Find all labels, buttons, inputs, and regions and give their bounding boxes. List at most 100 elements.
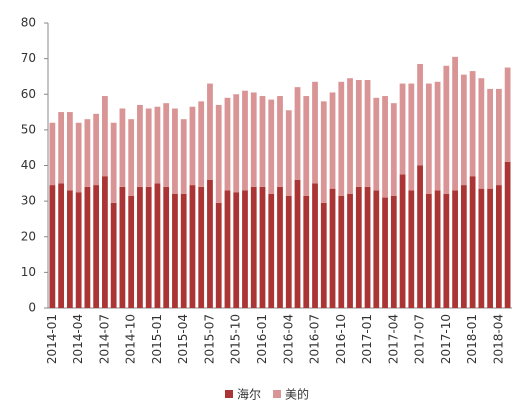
x-tick-label: 2016-10 [334, 314, 348, 364]
bar-segment [215, 104, 222, 203]
bar-segment [268, 99, 275, 194]
bar-segment [294, 179, 301, 308]
bar-segment [382, 96, 388, 198]
bar-segment [443, 65, 450, 194]
bar-segment [347, 78, 353, 194]
bar-segment [163, 186, 170, 308]
bar-segment [504, 67, 511, 162]
bar-segment [277, 96, 283, 187]
x-tick-label: 2016-01 [255, 314, 269, 364]
bar-segment [102, 96, 108, 177]
bar-segment [329, 188, 336, 308]
bar-segment [189, 106, 196, 186]
bar-segment [84, 186, 91, 308]
bar-segment [75, 192, 82, 308]
bar-segment [425, 194, 432, 308]
y-tick-label: 0 [28, 301, 36, 315]
bar-segment [110, 122, 117, 203]
bar-segment [460, 185, 467, 308]
bar-segment [478, 78, 485, 189]
bar-segment [495, 88, 502, 186]
bar-segment [408, 83, 415, 191]
bar-segment [154, 183, 161, 308]
bar-segment [189, 185, 196, 308]
x-tick-label: 2016-04 [281, 314, 295, 364]
legend-label: 美的 [285, 387, 309, 402]
bar-segment [460, 74, 467, 186]
bar-segment [469, 71, 476, 177]
x-tick-label: 2014-07 [97, 314, 111, 364]
bar-segment [180, 194, 187, 308]
bar-segment [277, 186, 283, 308]
bar-segment [66, 190, 73, 308]
bar-segment [49, 122, 56, 186]
bar-segment [399, 174, 406, 308]
legend-swatch [225, 390, 233, 398]
bar-segment [495, 185, 502, 308]
bar-segment [355, 80, 362, 187]
bar-segment [469, 176, 476, 308]
y-tick-label: 70 [21, 51, 36, 65]
bar-segment [224, 190, 231, 308]
bar-segment [207, 83, 213, 180]
bar-segment [443, 194, 450, 308]
bar-segment [259, 96, 266, 187]
bar-segment [102, 176, 108, 308]
bar-segment [110, 202, 117, 308]
bar-segment [312, 183, 318, 308]
bar-segment [408, 190, 415, 308]
bar-segment [285, 195, 292, 308]
bar-segment [452, 56, 458, 191]
bar-segment [180, 119, 187, 194]
bar-segment [215, 202, 222, 308]
x-tick-label: 2015-04 [176, 314, 190, 364]
y-tick-label: 30 [21, 194, 36, 208]
bar-segment [417, 165, 423, 308]
bar-segment [364, 186, 371, 308]
bar-segment [75, 122, 82, 193]
bar-segment [93, 113, 100, 186]
bar-segment [487, 188, 494, 308]
bar-segment [137, 186, 143, 308]
bar-segment [163, 103, 170, 187]
x-tick-label: 2015-07 [202, 314, 216, 364]
bar-segment [303, 96, 310, 196]
x-tick-label: 2015-10 [229, 314, 243, 364]
y-tick-label: 40 [21, 158, 36, 172]
x-tick-label: 2017-07 [413, 314, 427, 364]
x-tick-label: 2014-10 [124, 314, 138, 364]
bar-segment [320, 202, 327, 308]
y-tick-label: 80 [21, 16, 36, 30]
bar-segment [399, 83, 406, 175]
bar-segment [172, 108, 178, 194]
bar-segment [425, 83, 432, 194]
y-tick-label: 10 [21, 265, 36, 279]
bar-segment [303, 195, 310, 308]
bar-segment [207, 179, 213, 308]
bar-segment [93, 185, 100, 308]
bar-segment [58, 112, 65, 184]
bar-segment [128, 119, 135, 196]
x-tick-label: 2017-10 [439, 314, 453, 364]
bar-segment [373, 97, 380, 191]
bar-segment [119, 108, 126, 187]
bar-segment [66, 112, 73, 191]
bar-segment [250, 186, 257, 308]
bar-segment [320, 101, 327, 203]
y-tick-label: 20 [21, 229, 36, 243]
bar-segment [49, 185, 56, 308]
bar-segment [294, 87, 301, 180]
bar-segment [382, 197, 388, 308]
bar-segment [434, 190, 441, 308]
bar-segment [154, 106, 161, 184]
bar-segment [478, 188, 485, 308]
x-tick-label: 2014-04 [71, 314, 85, 364]
bar-segment [119, 186, 126, 308]
bar-segment [58, 183, 65, 308]
bar-segment [259, 186, 266, 308]
legend-swatch [273, 390, 282, 398]
bar-segment [373, 190, 380, 308]
bar-segment [84, 119, 91, 187]
bar-segment [338, 195, 345, 308]
